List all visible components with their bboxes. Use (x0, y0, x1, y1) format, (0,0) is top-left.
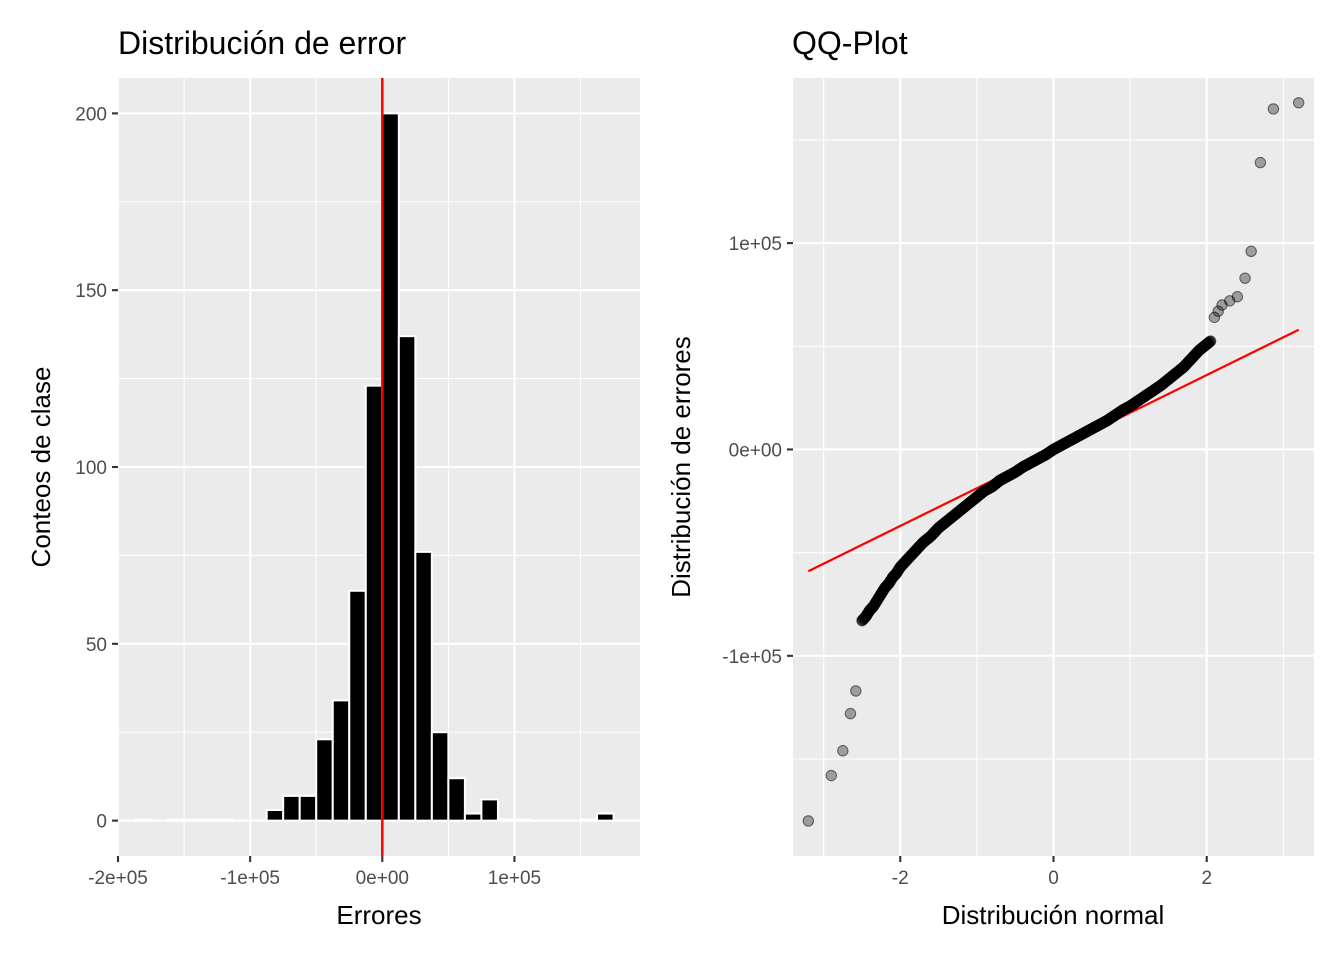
histogram-bar (596, 812, 615, 822)
histogram-bar (265, 809, 285, 822)
histogram-bar (315, 738, 334, 822)
qq-point (802, 815, 815, 827)
qq-point (1292, 97, 1305, 109)
qq-point (844, 707, 857, 720)
histogram-bars (133, 112, 615, 822)
qq-x-axis-title: Distribución normal (942, 900, 1165, 930)
histogram-title: Distribución de error (118, 25, 406, 61)
qq-point (1245, 245, 1257, 258)
histogram-bar (381, 112, 400, 822)
x-tick-label: -2 (892, 868, 909, 889)
qq-point (825, 769, 838, 782)
histogram-bar (183, 818, 202, 822)
y-tick-label: 150 (75, 281, 107, 302)
qq-point (1212, 305, 1224, 317)
qq-point (1231, 291, 1244, 303)
histogram-bar (298, 794, 318, 822)
histogram-bar (331, 699, 351, 822)
histogram-bar (348, 589, 367, 822)
qq-point (1267, 103, 1280, 115)
x-tick-label: -1e+05 (220, 868, 280, 889)
y-tick-label: 200 (75, 104, 107, 125)
qq-x-axis: -2 0 2 (892, 856, 1212, 889)
qq-point (850, 685, 862, 697)
qq-grid (793, 78, 1314, 856)
x-tick-label: -2e+05 (88, 868, 148, 889)
qq-point (1204, 335, 1217, 347)
x-tick-label: 2 (1201, 868, 1212, 889)
histogram-bar (480, 798, 499, 822)
histogram-bar (166, 818, 186, 822)
histogram-y-axis-title: Conteos de clase (26, 367, 56, 568)
qq-points (802, 97, 1305, 827)
histogram-bar (513, 818, 532, 822)
qq-point (1254, 156, 1267, 169)
y-tick-label: 1e+05 (729, 234, 782, 255)
histogram-bar (579, 818, 599, 822)
histogram-bar (364, 384, 384, 822)
histogram-bar (199, 818, 219, 822)
qq-point (1208, 311, 1221, 324)
histogram-bar (397, 335, 417, 822)
histogram-bar (133, 818, 153, 822)
histogram-x-axis-title: Errores (336, 900, 421, 930)
qq-y-axis-title: Distribución de errores (666, 336, 696, 598)
histogram-y-axis: 0 50 100 150 200 (75, 104, 118, 833)
histogram-chart: Distribución de error 0 50 100 150 200 -2e+0… (26, 25, 640, 930)
qq-title: QQ-Plot (792, 25, 908, 61)
x-tick-label: 1e+05 (488, 868, 541, 889)
histogram-bar (216, 818, 235, 822)
qq-point (837, 745, 849, 757)
histogram-x-axis: -2e+05 -1e+05 0e+00 1e+05 (88, 856, 541, 889)
histogram-bar (430, 731, 450, 822)
y-tick-label: 50 (86, 635, 107, 656)
qq-chart: QQ-Plot -1e+05 0e+00 1e+05 -2 0 2 Distribuci… (666, 25, 1314, 930)
y-tick-label: -1e+05 (722, 647, 782, 668)
histogram-bar (447, 777, 466, 822)
y-tick-label: 0e+00 (729, 440, 782, 461)
qq-point (1239, 272, 1251, 284)
histogram-bar (414, 550, 433, 822)
x-tick-label: 0e+00 (356, 868, 409, 889)
qq-y-axis: -1e+05 0e+00 1e+05 (722, 234, 793, 668)
histogram-bar (282, 794, 301, 822)
histogram-bar (463, 812, 483, 822)
x-tick-label: 0 (1048, 868, 1059, 889)
histogram-bar (496, 818, 516, 822)
y-tick-label: 0 (96, 812, 107, 833)
y-tick-label: 100 (75, 458, 107, 479)
